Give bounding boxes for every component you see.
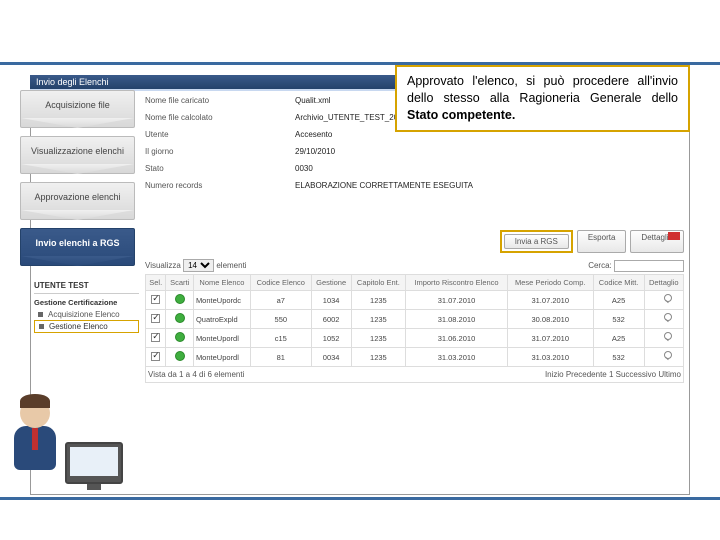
detail-icon[interactable]: [659, 294, 669, 304]
info-value-5: ELABORAZIONE CORRETTAMENTE ESEGUITA: [295, 181, 684, 190]
page-size-suffix: elementi: [216, 261, 246, 270]
table-toolbar: Visualizza 14 elementi Cerca:: [145, 259, 684, 272]
table-row: MonteUpordca71034123531.07.201031.07.201…: [146, 291, 684, 310]
esporta-button[interactable]: Esporta: [577, 230, 627, 253]
cell-imp: 31.07.2010: [406, 291, 508, 310]
cell-gest: 1034: [311, 291, 351, 310]
cell-mese: 31.07.2010: [507, 291, 593, 310]
invia-rgs-button[interactable]: Invia a RGS: [504, 234, 569, 249]
detail-icon[interactable]: [659, 313, 669, 323]
cell-cap: 1235: [351, 348, 406, 367]
page-size-label: Visualizza: [145, 261, 181, 270]
table-row: MonteUpordl810034123531.03.201031.03.201…: [146, 348, 684, 367]
sidebar-item-acquisizione[interactable]: Acquisizione Elenco: [34, 309, 139, 320]
data-table: Sel. Scarti Nome Elenco Codice Elenco Ge…: [145, 274, 684, 367]
cell-mese: 31.03.2010: [507, 348, 593, 367]
cell-nome: QuatroExpld: [193, 310, 250, 329]
info-label-2: Utente: [145, 130, 295, 139]
page-size-select[interactable]: 14: [183, 259, 214, 272]
cell-cap: 1235: [351, 329, 406, 348]
cell-imp: 31.03.2010: [406, 348, 508, 367]
app-sidebar: UTENTE TEST Gestione Certificazione Acqu…: [34, 277, 139, 333]
row-checkbox[interactable]: [151, 352, 160, 361]
flag-icon: [668, 232, 680, 240]
pager-nav[interactable]: Inizio Precedente 1 Successivo Ultimo: [545, 370, 681, 379]
info-value-4: 0030: [295, 164, 684, 173]
cell-imp: 31.08.2010: [406, 310, 508, 329]
cell-cap: 1235: [351, 291, 406, 310]
detail-icon[interactable]: [659, 351, 669, 361]
step-approvazione[interactable]: Approvazione elenchi: [20, 182, 135, 220]
cell-mitt: A25: [593, 329, 644, 348]
cell-cod: c15: [250, 329, 311, 348]
sidebar-group-gestione: Gestione Certificazione: [34, 298, 139, 307]
cell-imp: 31.06.2010: [406, 329, 508, 348]
table-row: MonteUpordlc151052123531.06.201031.07.20…: [146, 329, 684, 348]
sidebar-user: UTENTE TEST: [34, 281, 139, 290]
main-panel: Nome file caricato Qualit.xml Nome file …: [145, 96, 684, 383]
info-value-3: 29/10/2010: [295, 147, 684, 156]
cell-cod: 81: [250, 348, 311, 367]
wizard-steps: Acquisizione file Visualizzazione elench…: [20, 90, 145, 274]
status-icon: [175, 351, 185, 361]
mascot-illustration: [8, 380, 123, 490]
cell-mitt: A25: [593, 291, 644, 310]
button-row: Invia a RGS Esporta Dettaglio: [145, 230, 684, 253]
step-visualizzazione[interactable]: Visualizzazione elenchi: [20, 136, 135, 174]
table-header-row: Sel. Scarti Nome Elenco Codice Elenco Ge…: [146, 275, 684, 291]
pager-info: Vista da 1 a 4 di 6 elementi: [148, 370, 244, 379]
cell-mese: 31.07.2010: [507, 329, 593, 348]
cell-gest: 0034: [311, 348, 351, 367]
table-row: QuatroExpld5506002123531.08.201030.08.20…: [146, 310, 684, 329]
info-label-3: Il giorno: [145, 147, 295, 156]
cell-gest: 6002: [311, 310, 351, 329]
cell-cap: 1235: [351, 310, 406, 329]
row-checkbox[interactable]: [151, 295, 160, 304]
cell-cod: 550: [250, 310, 311, 329]
cell-mitt: 532: [593, 348, 644, 367]
search-label: Cerca:: [588, 261, 612, 270]
cell-gest: 1052: [311, 329, 351, 348]
status-icon: [175, 294, 185, 304]
info-label-4: Stato: [145, 164, 295, 173]
cell-nome: MonteUpordl: [193, 348, 250, 367]
cell-mese: 30.08.2010: [507, 310, 593, 329]
cell-mitt: 532: [593, 310, 644, 329]
info-label-5: Numero records: [145, 181, 295, 190]
primary-highlight: Invia a RGS: [500, 230, 573, 253]
cell-nome: MonteUpordl: [193, 329, 250, 348]
sidebar-item-gestione-elenco[interactable]: Gestione Elenco: [34, 320, 139, 333]
row-checkbox[interactable]: [151, 333, 160, 342]
step-acquisizione[interactable]: Acquisizione file: [20, 90, 135, 128]
step-invio[interactable]: Invio elenchi a RGS: [20, 228, 135, 266]
info-label-0: Nome file caricato: [145, 96, 295, 105]
info-label-1: Nome file calcolato: [145, 113, 295, 122]
cell-cod: a7: [250, 291, 311, 310]
pager: Vista da 1 a 4 di 6 elementi Inizio Prec…: [145, 367, 684, 383]
detail-icon[interactable]: [659, 332, 669, 342]
search-input[interactable]: [614, 260, 684, 272]
status-icon: [175, 313, 185, 323]
cell-nome: MonteUpordc: [193, 291, 250, 310]
callout-box: Approvato l'elenco, si può procedere all…: [395, 65, 690, 132]
status-icon: [175, 332, 185, 342]
row-checkbox[interactable]: [151, 314, 160, 323]
